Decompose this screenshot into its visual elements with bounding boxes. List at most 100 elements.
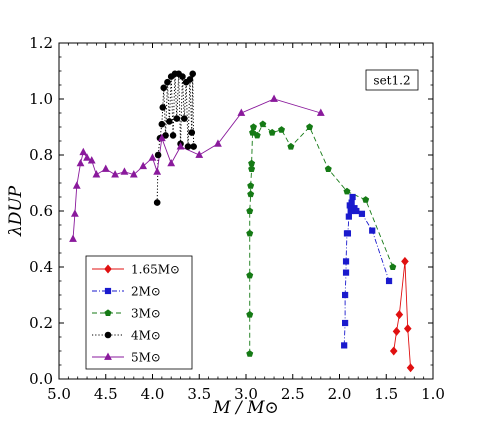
data-point-series-5: [70, 209, 79, 217]
data-point-series-3: [246, 310, 254, 318]
data-point-series-3: [249, 128, 257, 136]
data-point-series-3: [246, 350, 254, 357]
x-tick-label: 3.5: [187, 385, 211, 403]
data-point-series-3: [247, 190, 255, 198]
legend-entry: 3M⊙: [92, 307, 161, 321]
data-point-series-2: [369, 227, 376, 234]
data-point-series-3: [268, 128, 276, 136]
data-point-series-3: [287, 142, 295, 150]
x-tick-label: 4.0: [141, 385, 165, 403]
data-point-series-1: [389, 346, 398, 356]
data-point-series-2: [353, 207, 360, 215]
data-point-series-1: [392, 326, 401, 336]
data-point-series-4: [153, 199, 161, 206]
y-tick-label: 0.0: [29, 370, 53, 388]
series-line-3: [249, 123, 394, 354]
data-point-series-4: [158, 120, 166, 128]
data-point-series-4: [160, 84, 168, 92]
legend-box: [85, 255, 193, 370]
x-axis-title: M / M⊙: [212, 398, 279, 418]
data-point-series-4: [166, 118, 173, 125]
data-point-series-5: [139, 161, 148, 170]
data-point-series-3: [248, 159, 256, 167]
legend-entry: 1.65M⊙: [92, 263, 180, 277]
data-point-series-4: [190, 143, 197, 150]
annotation-text: set1.2: [373, 74, 410, 88]
data-point-series-5: [79, 147, 88, 156]
legend-marker-5: [104, 352, 112, 360]
data-point-series-2: [345, 213, 352, 220]
data-point-series-3: [362, 196, 370, 203]
data-point-series-5: [72, 181, 81, 189]
data-point-series-5: [237, 108, 246, 116]
data-point-series-3: [259, 120, 267, 128]
legend-entry: 4M⊙: [92, 329, 161, 343]
y-tick-label: 0.4: [29, 258, 53, 276]
data-point-series-5: [167, 158, 176, 167]
data-point-series-5: [111, 170, 119, 178]
data-point-series-5: [176, 142, 185, 150]
data-point-series-2: [349, 193, 356, 201]
data-point-series-5: [87, 156, 96, 164]
x-tick-label: 5.0: [47, 385, 71, 403]
y-tick-label: 0.6: [29, 202, 53, 220]
x-tick-label: 2.0: [328, 385, 352, 403]
x-tick-label: 4.5: [94, 385, 118, 403]
data-point-series-1: [403, 324, 412, 334]
data-point-series-5: [270, 94, 278, 102]
data-point-series-4: [179, 73, 186, 80]
data-point-series-3: [249, 123, 257, 130]
legend-label-4: 4M⊙: [131, 329, 161, 343]
annotation-box: [365, 69, 419, 91]
data-point-series-5: [83, 153, 91, 161]
x-tick-label: 1.0: [421, 385, 445, 403]
y-tick-labels: 0.0 0.2 0.4 0.6 0.8 1.0 1.2: [29, 34, 53, 388]
data-point-series-3: [248, 165, 256, 172]
x-tick-label: 2.5: [281, 385, 305, 403]
y-tick-label: 1.0: [29, 90, 53, 108]
data-point-series-4: [154, 151, 162, 159]
data-point-series-3: [246, 271, 254, 279]
data-point-series-2: [342, 319, 349, 327]
data-point-series-1: [395, 310, 404, 320]
legend-entry: 2M⊙: [92, 285, 161, 299]
data-point-series-2: [358, 210, 366, 217]
y-tick-label: 0.2: [29, 314, 53, 332]
data-point-series-5: [148, 153, 157, 161]
data-point-series-2: [342, 258, 350, 265]
data-point-series-5: [92, 170, 101, 178]
data-point-series-4: [188, 129, 196, 136]
data-point-series-4: [180, 115, 188, 122]
axis-ticks: [58, 42, 434, 380]
y-tick-label: 1.2: [29, 34, 53, 52]
data-point-series-3: [343, 187, 351, 195]
data-point-series-3: [324, 165, 332, 172]
data-point-series-5: [153, 167, 162, 175]
legend-label-1: 1.65M⊙: [131, 263, 180, 277]
legend-label-3: 3M⊙: [131, 307, 161, 321]
data-point-series-2: [344, 230, 352, 237]
legend: 1.65M⊙ 2M⊙ 3M⊙ 4M⊙ 5M⊙: [85, 255, 193, 370]
data-point-series-5: [120, 167, 129, 175]
data-point-series-3: [246, 207, 254, 214]
data-point-series-1: [406, 363, 415, 373]
data-point-series-4: [186, 76, 194, 83]
legend-label-2: 2M⊙: [131, 285, 161, 299]
series-line-5: [72, 98, 321, 240]
y-axis-title: λDUP: [6, 185, 26, 237]
data-point-series-3: [389, 263, 397, 270]
legend-label-5: 5M⊙: [131, 351, 161, 365]
data-point-series-2: [342, 269, 350, 276]
data-point-series-4: [169, 132, 177, 139]
data-point-series-5: [101, 164, 110, 172]
data-point-series-4: [173, 115, 181, 122]
data-point-series-2: [342, 291, 349, 299]
legend-marker-4: [104, 331, 112, 339]
data-point-series-4: [189, 70, 197, 78]
data-point-series-2: [341, 342, 348, 349]
data-point-series-5: [195, 150, 204, 158]
data-point-series-5: [129, 170, 138, 178]
x-tick-labels: 5.0 4.5 4.0 3.5 3.0 2.5 2.0 1.5 1.0: [47, 385, 445, 403]
data-point-series-3: [253, 131, 261, 139]
data-point-series-5: [157, 133, 166, 142]
